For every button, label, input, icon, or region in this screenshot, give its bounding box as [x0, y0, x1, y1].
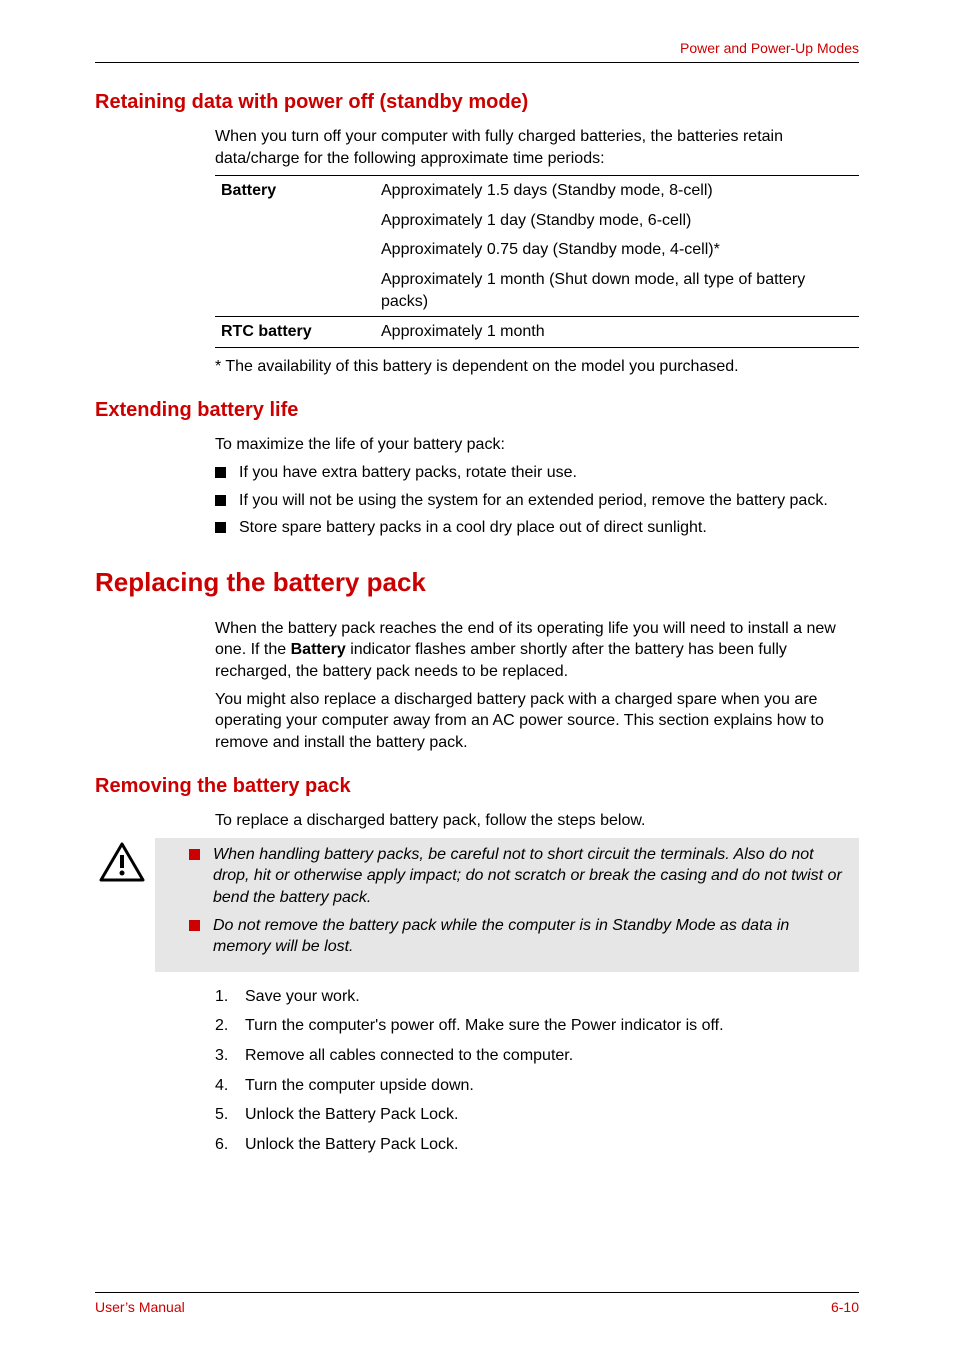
heading-remove: Removing the battery pack	[95, 775, 859, 798]
list-item: If you will not be using the system for …	[239, 490, 859, 512]
replace-block: When the battery pack reaches the end of…	[215, 618, 859, 754]
replace-para1: When the battery pack reaches the end of…	[215, 618, 859, 683]
extend-bullets: If you have extra battery packs, rotate …	[215, 462, 859, 539]
list-item: Store spare battery packs in a cool dry …	[239, 517, 859, 539]
battery-line-1: Approximately 1 day (Standby mode, 6-cel…	[375, 206, 859, 236]
remove-intro: To replace a discharged battery pack, fo…	[215, 810, 859, 832]
retain-footnote: * The availability of this battery is de…	[215, 356, 859, 378]
footer-right: 6-10	[831, 1299, 859, 1315]
table-row: Battery Approximately 1.5 days (Standby …	[215, 176, 859, 206]
warning-box: When handling battery packs, be careful …	[155, 838, 859, 972]
header-section-title: Power and Power-Up Modes	[680, 40, 859, 56]
battery-line-0: Approximately 1.5 days (Standby mode, 8-…	[375, 176, 859, 206]
battery-line-2: Approximately 0.75 day (Standby mode, 4-…	[375, 235, 859, 265]
extend-intro: To maximize the life of your battery pac…	[215, 434, 859, 456]
rtc-line-0: Approximately 1 month	[375, 317, 859, 348]
battery-label: Battery	[215, 176, 375, 317]
retain-intro: When you turn off your computer with ful…	[215, 126, 859, 169]
replace-para1-bold: Battery	[291, 641, 346, 658]
extend-block: To maximize the life of your battery pac…	[215, 434, 859, 538]
remove-steps: Save your work. Turn the computer's powe…	[215, 986, 859, 1156]
warning-icon	[99, 842, 145, 882]
warning-item: When handling battery packs, be careful …	[213, 844, 849, 909]
step-item: Remove all cables connected to the compu…	[245, 1045, 859, 1067]
battery-line-3: Approximately 1 month (Shut down mode, a…	[375, 265, 859, 317]
retain-block: When you turn off your computer with ful…	[215, 126, 859, 377]
warning-item: Do not remove the battery pack while the…	[213, 915, 849, 958]
page-header: Power and Power-Up Modes	[95, 40, 859, 63]
replace-para2: You might also replace a discharged batt…	[215, 689, 859, 754]
table-row: RTC battery Approximately 1 month	[215, 317, 859, 348]
heading-extend: Extending battery life	[95, 399, 859, 422]
retention-table: Battery Approximately 1.5 days (Standby …	[215, 175, 859, 348]
heading-retain: Retaining data with power off (standby m…	[95, 91, 859, 114]
warning-list: When handling battery packs, be careful …	[165, 844, 849, 958]
step-item: Unlock the Battery Pack Lock.	[245, 1104, 859, 1126]
page-footer: User’s Manual 6-10	[95, 1292, 859, 1315]
step-item: Turn the computer upside down.	[245, 1075, 859, 1097]
step-item: Unlock the Battery Pack Lock.	[245, 1134, 859, 1156]
rtc-label: RTC battery	[215, 317, 375, 348]
step-item: Turn the computer's power off. Make sure…	[245, 1015, 859, 1037]
list-item: If you have extra battery packs, rotate …	[239, 462, 859, 484]
footer-left: User’s Manual	[95, 1299, 185, 1315]
remove-block: To replace a discharged battery pack, fo…	[215, 810, 859, 1155]
step-item: Save your work.	[245, 986, 859, 1008]
heading-replace: Replacing the battery pack	[95, 567, 859, 598]
